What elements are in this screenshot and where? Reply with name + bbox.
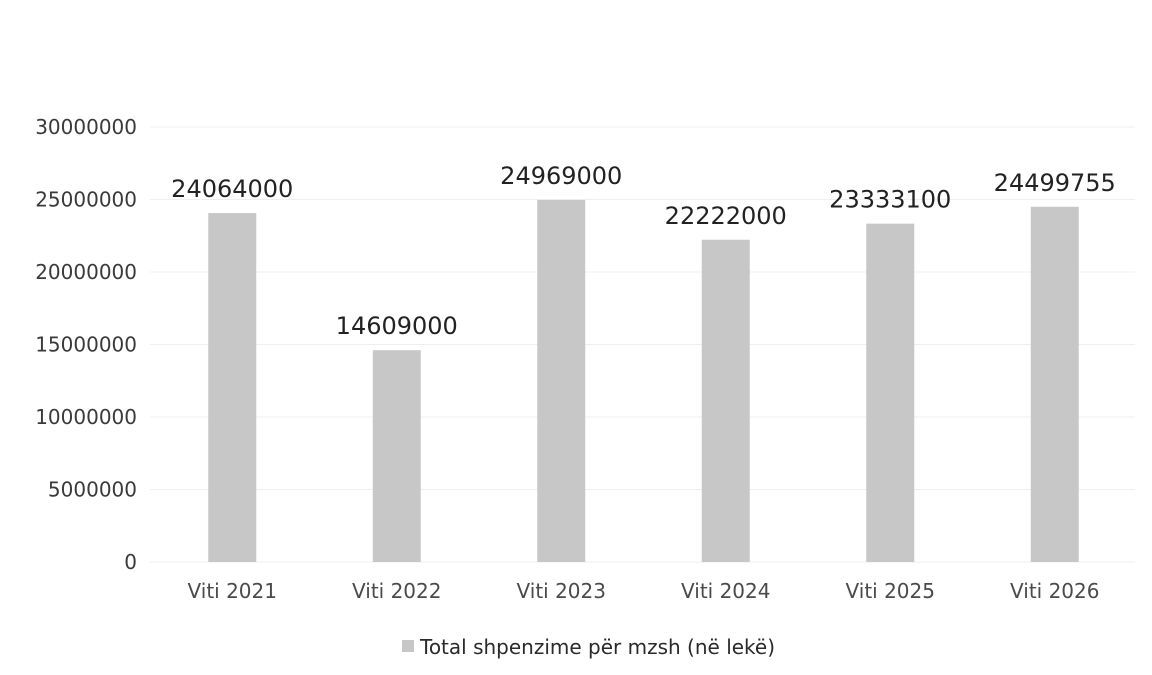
- x-tick-label: Viti 2024: [681, 579, 770, 603]
- bar: [1030, 206, 1079, 563]
- x-axis: Viti 2021 Viti 2022 Viti 2023 Viti 2024 Viti…: [188, 579, 1100, 603]
- bar: [372, 350, 421, 562]
- bars: [208, 199, 1079, 563]
- y-axis: 0 5000000 10000000 15000000 20000000 25000000…: [35, 115, 137, 574]
- y-tick-label: 5000000: [48, 478, 137, 502]
- bar-value-label: 23333100: [829, 186, 951, 214]
- y-tick-label: 10000000: [35, 405, 137, 429]
- bar: [866, 223, 915, 562]
- legend-swatch: [402, 640, 414, 652]
- bar-value-label: 24064000: [171, 175, 293, 203]
- y-tick-label: 25000000: [35, 188, 137, 212]
- x-tick-label: Viti 2021: [188, 579, 277, 603]
- bar-value-label: 14609000: [336, 312, 458, 340]
- gridlines: [150, 126, 1135, 563]
- bar: [537, 199, 586, 562]
- x-tick-label: Viti 2023: [517, 579, 606, 603]
- y-tick-label: 30000000: [35, 115, 137, 139]
- y-tick-label: 20000000: [35, 260, 137, 284]
- bar: [701, 239, 750, 562]
- legend: Total shpenzime për mzsh (në lekë): [402, 635, 775, 659]
- x-tick-label: Viti 2025: [846, 579, 935, 603]
- y-tick-label: 15000000: [35, 333, 137, 357]
- x-tick-label: Viti 2026: [1010, 579, 1099, 603]
- bar-value-label: 24969000: [500, 162, 622, 190]
- x-tick-label: Viti 2022: [352, 579, 441, 603]
- bar-value-label: 24499755: [994, 169, 1116, 197]
- data-labels: 24064000 14609000 24969000 22222000 23333100…: [171, 162, 1116, 340]
- legend-label: Total shpenzime për mzsh (në lekë): [419, 635, 775, 659]
- y-tick-label: 0: [124, 550, 137, 574]
- bar: [208, 213, 257, 562]
- bar-value-label: 22222000: [665, 202, 787, 230]
